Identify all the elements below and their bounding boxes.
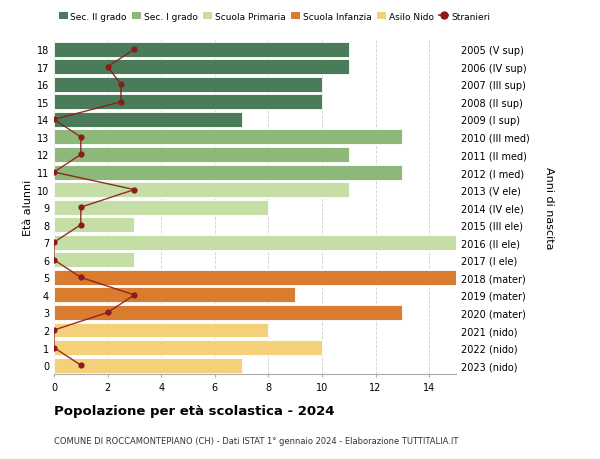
Bar	[54, 253, 134, 268]
Point	[76, 362, 86, 369]
Point	[130, 186, 139, 194]
Text: COMUNE DI ROCCAMONTEPIANO (CH) - Dati ISTAT 1° gennaio 2024 - Elaborazione TUTTI: COMUNE DI ROCCAMONTEPIANO (CH) - Dati IS…	[54, 436, 458, 445]
Point	[49, 169, 59, 176]
Bar	[54, 60, 349, 75]
Point	[76, 274, 86, 281]
Point	[49, 239, 59, 246]
Point	[103, 64, 112, 71]
Bar	[54, 341, 322, 355]
Point	[116, 99, 126, 106]
Bar	[54, 218, 134, 233]
Point	[76, 134, 86, 141]
Legend: Sec. II grado, Sec. I grado, Scuola Primaria, Scuola Infanzia, Asilo Nido, Stran: Sec. II grado, Sec. I grado, Scuola Prim…	[59, 12, 490, 22]
Bar	[54, 95, 322, 110]
Bar	[54, 43, 349, 57]
Point	[130, 46, 139, 54]
Point	[49, 257, 59, 264]
Text: Popolazione per età scolastica - 2024: Popolazione per età scolastica - 2024	[54, 404, 335, 417]
Bar	[54, 183, 349, 198]
Bar	[54, 112, 242, 128]
Bar	[54, 235, 456, 250]
Point	[49, 344, 59, 352]
Point	[130, 291, 139, 299]
Y-axis label: Anni di nascita: Anni di nascita	[544, 167, 554, 249]
Y-axis label: Età alunni: Età alunni	[23, 179, 32, 236]
Point	[49, 327, 59, 334]
Point	[49, 117, 59, 124]
Point	[76, 222, 86, 229]
Point	[103, 309, 112, 316]
Bar	[54, 270, 456, 285]
Point	[116, 81, 126, 89]
Bar	[54, 323, 268, 338]
Point	[76, 204, 86, 211]
Bar	[54, 358, 242, 373]
Bar	[54, 148, 349, 162]
Point	[76, 151, 86, 159]
Bar	[54, 305, 403, 320]
Bar	[54, 200, 268, 215]
Bar	[54, 288, 295, 303]
Bar	[54, 165, 403, 180]
Bar	[54, 78, 322, 93]
Bar	[54, 130, 403, 145]
